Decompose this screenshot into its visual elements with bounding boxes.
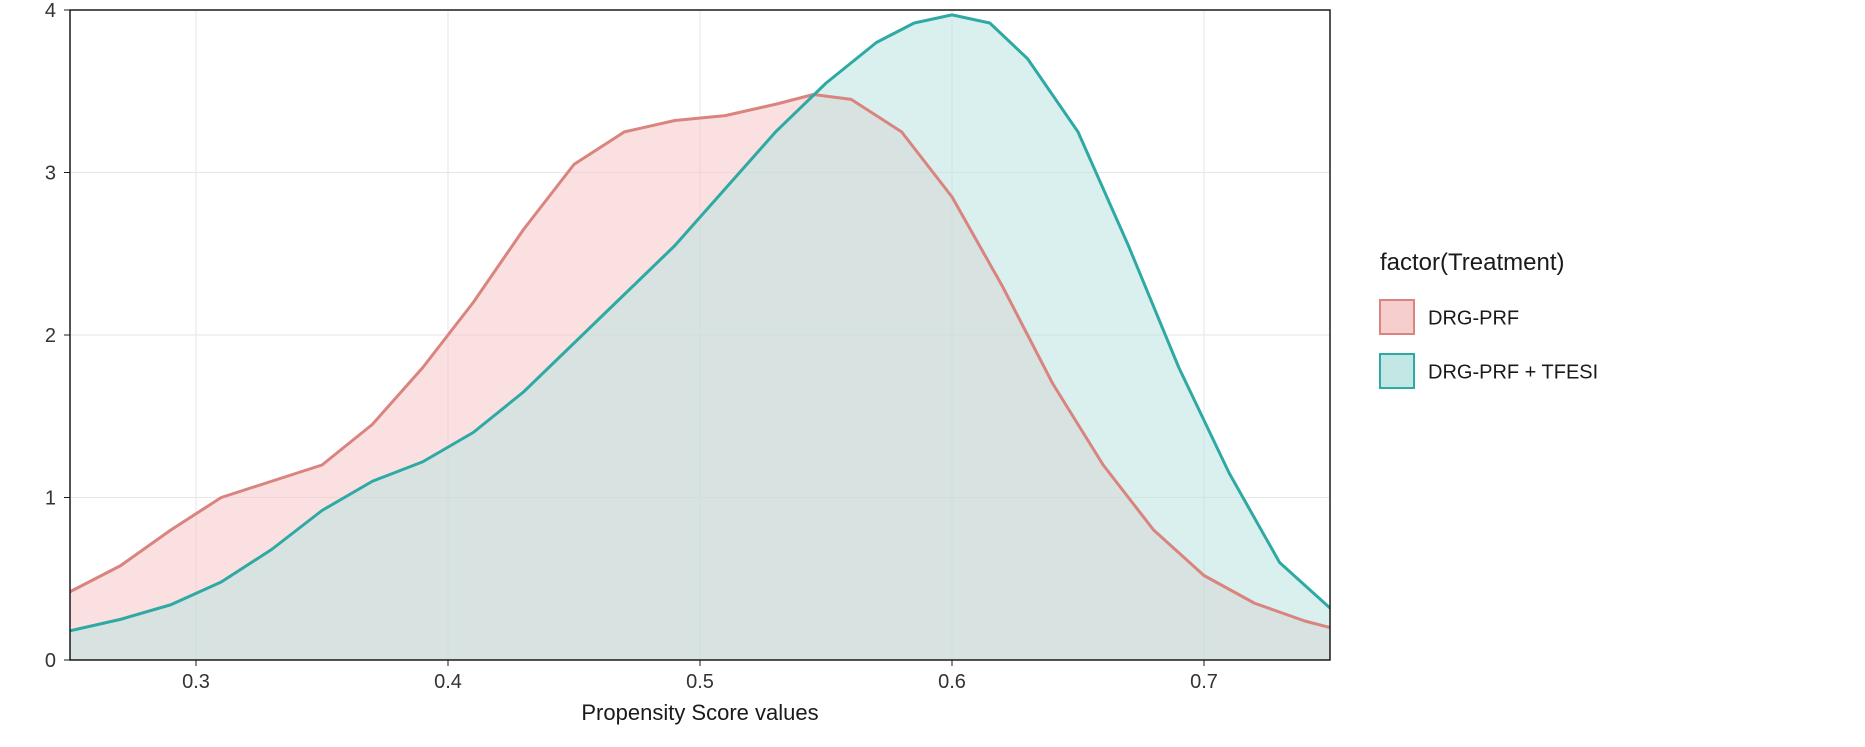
ytick-label: 2 bbox=[45, 325, 56, 347]
ytick-label: 1 bbox=[45, 488, 56, 510]
legend-title: factor(Treatment) bbox=[1380, 249, 1565, 276]
density-chart: 0.3 0.4 0.5 0.6 0.7 0 1 2 3 4 Propensity Score val… bbox=[0, 0, 1865, 747]
legend-label: DRG-PRF + TFESI bbox=[1428, 361, 1598, 383]
ytick-label: 0 bbox=[45, 650, 56, 672]
xtick-label: 0.4 bbox=[434, 671, 462, 693]
x-axis-label: Propensity Score values bbox=[581, 700, 818, 725]
xtick-label: 0.6 bbox=[938, 671, 966, 693]
xtick-label: 0.3 bbox=[182, 671, 210, 693]
ytick-label: 3 bbox=[45, 163, 56, 185]
ytick-label: 4 bbox=[45, 0, 56, 22]
xtick-label: 0.5 bbox=[686, 671, 714, 693]
legend-swatch bbox=[1380, 300, 1414, 334]
legend-label: DRG-PRF bbox=[1428, 307, 1519, 329]
xtick-label: 0.7 bbox=[1190, 671, 1218, 693]
legend-swatch bbox=[1380, 354, 1414, 388]
